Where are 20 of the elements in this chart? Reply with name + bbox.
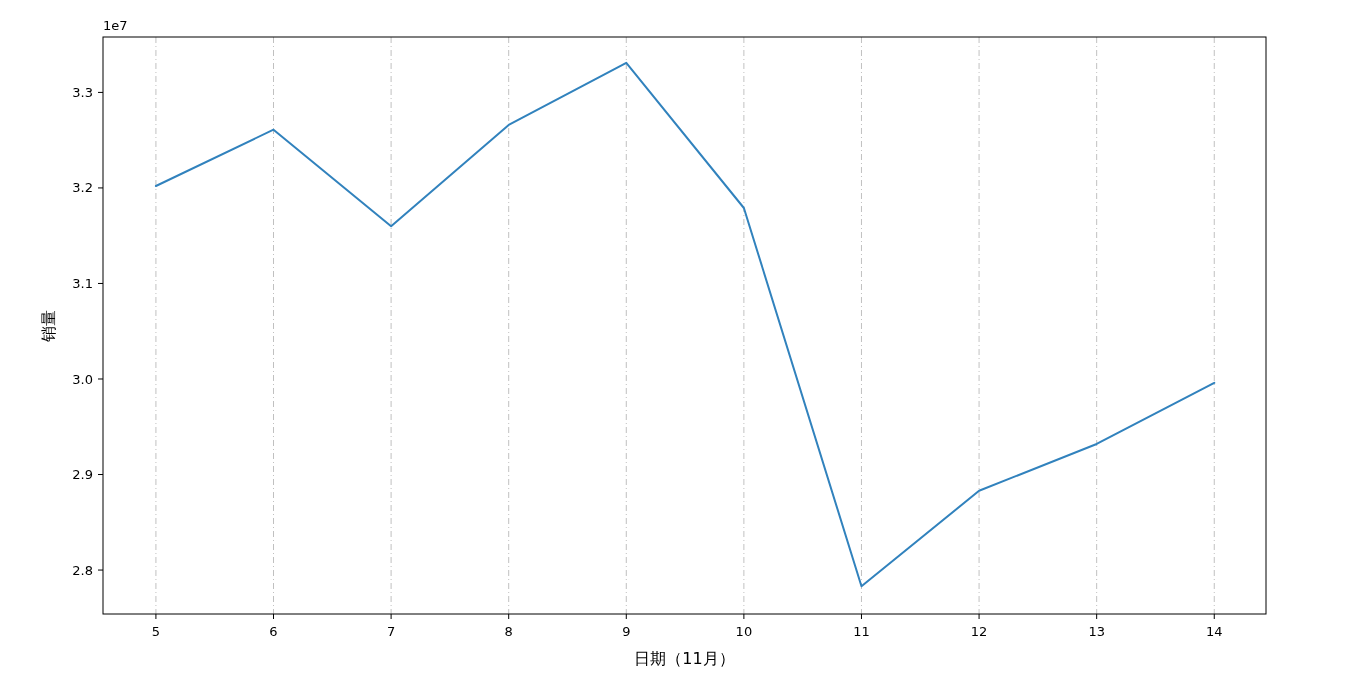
- x-tick-label: 12: [970, 624, 988, 639]
- x-axis-title: 日期（11月）: [634, 649, 735, 668]
- y-tick-label: 3.1: [72, 276, 93, 292]
- y-tick-label: 3.3: [72, 84, 93, 100]
- y-tick-label: 3.0: [72, 371, 93, 387]
- y-tick-label: 2.9: [72, 467, 93, 483]
- y-tick-label: 2.8: [72, 562, 93, 578]
- x-tick-label: 10: [735, 624, 753, 639]
- y-tick-label: 3.2: [72, 180, 93, 196]
- x-tick-label: 14: [1205, 624, 1223, 639]
- x-tick-label: 13: [1088, 624, 1105, 639]
- x-tick-label: 8: [504, 624, 513, 639]
- x-tick-label: 11: [853, 624, 870, 639]
- x-tick-label: 9: [622, 624, 631, 639]
- y-axis-title: 销量: [39, 309, 58, 343]
- text: 1e7: [103, 18, 128, 33]
- x-tick-label: 5: [151, 624, 161, 639]
- x-tick-label: 6: [269, 624, 278, 639]
- line-series: [154, 61, 1216, 588]
- x-tick-label: 7: [386, 624, 396, 639]
